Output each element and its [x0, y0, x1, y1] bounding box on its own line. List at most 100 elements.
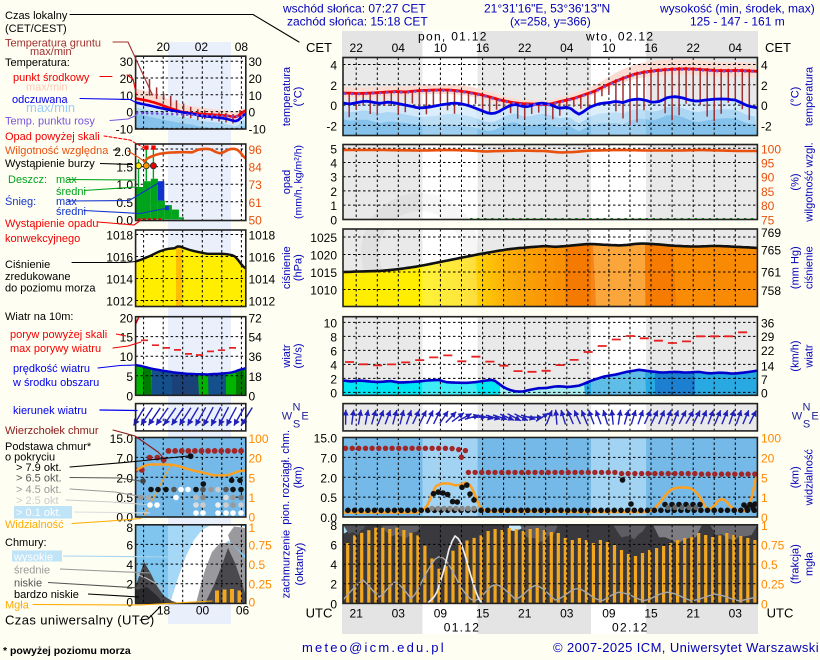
svg-text:1014: 1014 [106, 273, 133, 287]
svg-text:0: 0 [126, 596, 133, 610]
svg-text:4: 4 [761, 59, 768, 73]
svg-text:09: 09 [602, 607, 616, 621]
svg-text:01.12: 01.12 [444, 621, 481, 635]
svg-text:o pokryciu: o pokryciu [5, 452, 55, 464]
svg-text:8: 8 [330, 330, 337, 344]
svg-text:1025: 1025 [310, 231, 337, 245]
svg-text:4: 4 [330, 59, 337, 73]
svg-text:36: 36 [761, 316, 775, 330]
svg-text:0.75: 0.75 [249, 538, 273, 552]
svg-text:4: 4 [126, 558, 133, 572]
svg-text:96: 96 [249, 143, 263, 157]
svg-text:1: 1 [761, 491, 768, 505]
svg-text:(km): (km) [790, 466, 802, 488]
svg-text:(%): (%) [790, 173, 802, 190]
svg-text:0.5: 0.5 [761, 558, 778, 572]
svg-text:wiatr: wiatr [281, 344, 293, 369]
svg-text:0.0: 0.0 [116, 213, 133, 227]
svg-text:61: 61 [249, 196, 263, 210]
svg-text:zachód słońca: 15:18 CET: zachód słońca: 15:18 CET [287, 15, 428, 29]
svg-text:4: 4 [330, 157, 337, 171]
svg-text:0: 0 [249, 389, 256, 403]
svg-text:2: 2 [330, 578, 337, 592]
svg-text:6: 6 [126, 538, 133, 552]
svg-text:16: 16 [644, 41, 658, 55]
svg-text:-10: -10 [116, 122, 134, 136]
svg-text:15: 15 [644, 607, 658, 621]
svg-text:7.0: 7.0 [320, 451, 337, 465]
svg-text:temperatura: temperatura [281, 66, 293, 126]
svg-text:S: S [803, 419, 810, 431]
svg-text:1015: 1015 [310, 266, 337, 280]
svg-text:1: 1 [249, 491, 256, 505]
svg-text:N: N [803, 402, 811, 414]
svg-text:Opad powyżej skali: Opad powyżej skali [5, 131, 100, 143]
svg-text:2.0: 2.0 [320, 471, 337, 485]
svg-text:1020: 1020 [310, 249, 337, 263]
svg-text:08: 08 [235, 40, 249, 54]
svg-text:W: W [282, 411, 293, 423]
svg-text:73: 73 [249, 178, 263, 192]
svg-text:0: 0 [126, 389, 133, 403]
svg-text:Śnieg:: Śnieg: [5, 195, 36, 208]
svg-text:> 7.9 okt.: > 7.9 okt. [16, 462, 62, 474]
svg-text:21°31'16"E, 53°36'13"N: 21°31'16"E, 53°36'13"N [484, 2, 610, 16]
svg-text:Czas uniwersalny (UTC): Czas uniwersalny (UTC) [5, 613, 155, 628]
svg-text:29: 29 [761, 330, 775, 344]
svg-text:50: 50 [249, 213, 263, 227]
svg-text:06: 06 [236, 604, 250, 618]
svg-text:1018: 1018 [249, 229, 276, 243]
svg-text:0: 0 [761, 511, 768, 525]
svg-text:18: 18 [249, 370, 263, 384]
svg-text:mgła: mgła [804, 551, 816, 576]
svg-text:odczuwana: odczuwana [12, 94, 69, 106]
svg-text:wschód słońca: 07:27 CET: wschód słońca: 07:27 CET [282, 2, 426, 16]
svg-text:pion. rozciągł. chm.: pion. rozciągł. chm. [280, 430, 292, 525]
svg-text:125 - 147 - 161 m: 125 - 147 - 161 m [690, 15, 785, 29]
svg-text:1: 1 [330, 199, 337, 213]
svg-text:0.5: 0.5 [320, 491, 337, 505]
svg-text:UTC: UTC [767, 606, 794, 621]
svg-text:16: 16 [476, 41, 490, 55]
svg-text:CET: CET [306, 40, 332, 55]
svg-text:5: 5 [126, 370, 133, 384]
svg-text:5: 5 [249, 471, 256, 485]
svg-text:bardzo niskie: bardzo niskie [14, 589, 79, 601]
svg-text:10: 10 [434, 41, 448, 55]
svg-text:max porywy wiatru: max porywy wiatru [10, 343, 101, 355]
svg-text:02.12: 02.12 [612, 621, 649, 635]
svg-text:0.25: 0.25 [761, 578, 785, 592]
svg-text:2: 2 [126, 578, 133, 592]
svg-text:wiatr: wiatr [804, 344, 816, 369]
svg-text:(m/s): (m/s) [293, 343, 305, 368]
svg-text:15.0: 15.0 [110, 432, 134, 446]
svg-text:ciśnienie: ciśnienie [804, 246, 816, 289]
svg-text:(km): (km) [293, 466, 305, 488]
svg-text:36: 36 [249, 350, 263, 364]
svg-text:1.0: 1.0 [116, 178, 133, 192]
svg-text:1012: 1012 [106, 295, 133, 309]
svg-text:0: 0 [761, 386, 768, 400]
svg-text:0.0: 0.0 [320, 511, 337, 525]
svg-text:765: 765 [761, 244, 781, 258]
svg-text:15.0: 15.0 [314, 432, 338, 446]
svg-text:8: 8 [126, 521, 133, 535]
svg-text:20: 20 [761, 451, 775, 465]
svg-text:0: 0 [761, 597, 768, 611]
svg-text:(km/h): (km/h) [790, 340, 802, 371]
svg-text:04: 04 [729, 41, 743, 55]
svg-text:0.5: 0.5 [249, 558, 266, 572]
svg-text:2: 2 [330, 79, 337, 93]
svg-text:max: max [56, 196, 77, 208]
svg-text:22: 22 [687, 41, 701, 55]
svg-text:0: 0 [330, 597, 337, 611]
svg-text:UTC: UTC [306, 606, 333, 621]
svg-text:W: W [792, 411, 803, 423]
svg-text:84: 84 [249, 161, 263, 175]
svg-text:0.0: 0.0 [116, 511, 133, 525]
svg-text:0: 0 [126, 106, 133, 120]
svg-text:© 2007-2025 ICM, Uniwersytet W: © 2007-2025 ICM, Uniwersytet Warszawski [553, 640, 819, 655]
svg-text:widzialność: widzialność [804, 449, 816, 507]
svg-text:0: 0 [249, 106, 256, 120]
svg-text:Temp. punktu rosy: Temp. punktu rosy [5, 116, 95, 128]
